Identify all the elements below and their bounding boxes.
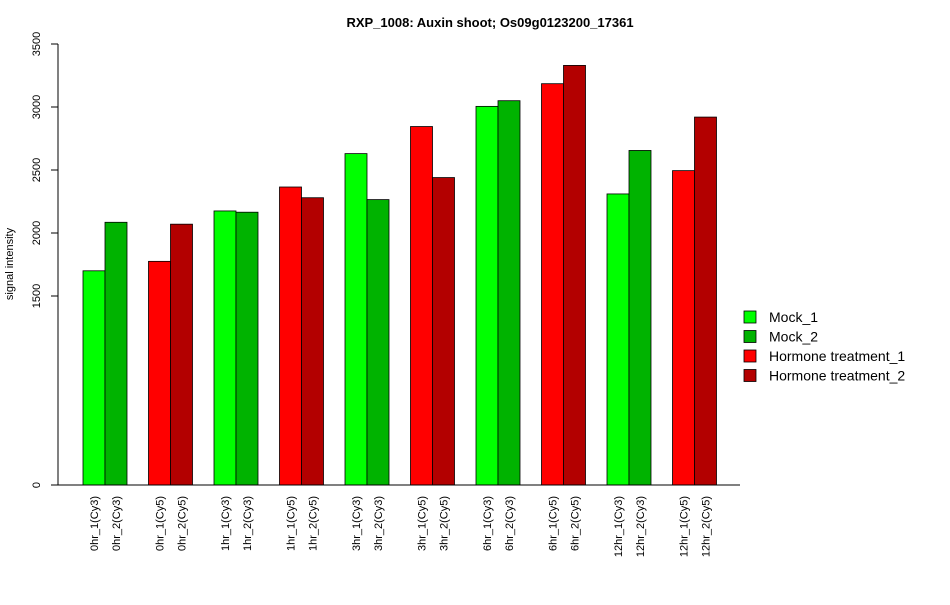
bar-0hr_2(Cy5) (170, 223, 193, 486)
bar-12hr_2(Cy5) (694, 116, 717, 486)
legend-swatch (743, 330, 757, 343)
bar-1hr_2(Cy3) (235, 211, 259, 486)
y-tick-label: 0 (31, 482, 43, 488)
bar-6hr_2(Cy5) (563, 65, 586, 486)
x-tick-label: 12hr_2(Cy5) (701, 496, 713, 557)
bar-6hr_1(Cy3) (475, 105, 499, 486)
x-tick-label: 0hr_2(Cy5) (177, 496, 189, 551)
bar-0hr_1(Cy3) (82, 270, 106, 486)
x-tick-label: 12hr_1(Cy5) (679, 496, 691, 557)
axis-layer: 0hr_1(Cy3) 0hr_2(Cy3) 0hr_1(Cy5) 0hr_2(Cy5)… (31, 32, 740, 557)
y-tick-label: 2000 (31, 221, 43, 245)
x-tick-label: 3hr_2(Cy3) (373, 496, 385, 551)
y-tick-label: 2500 (31, 158, 43, 182)
x-tick-label: 0hr_1(Cy5) (155, 496, 167, 551)
bar-1hr_1(Cy5) (279, 186, 302, 486)
legend: Mock_1 Mock_2 Hormone treatment_1 Hormone t… (743, 309, 905, 384)
bar-1hr_1(Cy3) (213, 210, 237, 486)
x-tick-label: 1hr_1(Cy3) (220, 496, 232, 551)
chart-title: RXP_1008: Auxin shoot; Os09g0123200_1736… (346, 15, 633, 30)
x-tick-label: 0hr_1(Cy3) (89, 496, 101, 551)
x-tick-label: 1hr_2(Cy5) (308, 496, 320, 551)
x-tick-label: 3hr_1(Cy5) (417, 496, 429, 551)
bar-12hr_1(Cy5) (672, 170, 695, 486)
bar-3hr_1(Cy3) (344, 153, 368, 486)
legend-label: Hormone treatment_2 (769, 368, 905, 384)
y-tick-label: 3000 (31, 95, 43, 119)
x-tick-label: 1hr_1(Cy5) (286, 496, 298, 551)
legend-swatch (743, 369, 757, 382)
bar-6hr_2(Cy3) (497, 100, 521, 486)
x-tick-label: 12hr_1(Cy3) (613, 496, 625, 557)
x-tick-label: 6hr_1(Cy3) (482, 496, 494, 551)
x-tick-label: 6hr_2(Cy3) (504, 496, 516, 551)
legend-label: Hormone treatment_1 (769, 348, 905, 364)
legend-label: Mock_2 (769, 329, 818, 345)
bar-12hr_2(Cy3) (628, 150, 652, 486)
bar-0hr_1(Cy5) (148, 260, 171, 486)
legend-label: Mock_1 (769, 309, 818, 325)
bar-0hr_2(Cy3) (104, 221, 128, 486)
bar-3hr_1(Cy5) (410, 126, 433, 486)
x-tick-label: 3hr_2(Cy5) (439, 496, 451, 551)
y-axis-label: signal intensity (4, 227, 16, 300)
bar-1hr_2(Cy5) (301, 197, 324, 486)
bars-layer (82, 65, 717, 486)
bar-3hr_2(Cy3) (366, 199, 390, 486)
x-tick-label: 6hr_2(Cy5) (570, 496, 582, 551)
bar-6hr_1(Cy5) (541, 83, 564, 486)
legend-swatch (743, 310, 757, 324)
legend-swatch (743, 349, 757, 363)
x-tick-label: 0hr_2(Cy3) (111, 496, 123, 551)
bar-12hr_1(Cy3) (606, 193, 630, 486)
x-tick-label: 1hr_2(Cy3) (242, 496, 254, 551)
x-tick-label: 3hr_1(Cy3) (351, 496, 363, 551)
y-tick-label: 1500 (31, 284, 43, 308)
x-tick-label: 6hr_1(Cy5) (548, 496, 560, 551)
bar-3hr_2(Cy5) (432, 177, 455, 486)
y-tick-label: 3500 (31, 32, 43, 56)
x-tick-label: 12hr_2(Cy3) (635, 496, 647, 557)
